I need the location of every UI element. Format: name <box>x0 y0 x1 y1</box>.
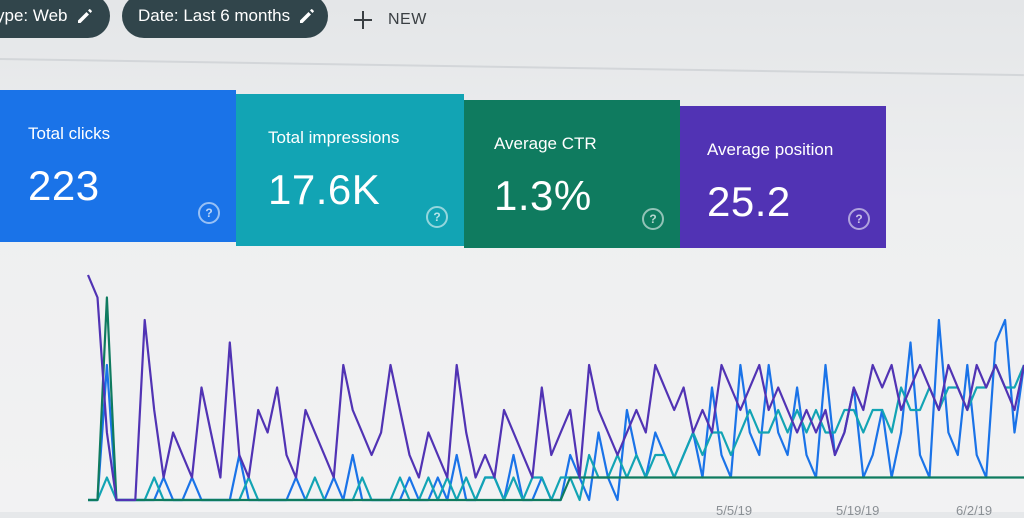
new-filter-button[interactable]: NEW <box>352 4 427 36</box>
help-icon[interactable]: ? <box>642 208 664 230</box>
x-tick-label: 6/2/19 <box>956 503 993 518</box>
help-icon[interactable]: ? <box>848 208 870 230</box>
metric-value: 17.6K <box>268 166 381 213</box>
help-icon[interactable]: ? <box>198 202 220 224</box>
metric-card-total-impressions[interactable]: Total impressions 17.6K ? <box>236 94 464 246</box>
chart-svg <box>86 274 1024 502</box>
search-type-filter-label: ype: Web <box>0 6 68 25</box>
metric-card-average-position[interactable]: Average position 25.2 ? <box>680 106 886 248</box>
date-range-filter-label: Date: Last 6 months <box>138 6 291 25</box>
x-tick-label: 5/19/19 <box>836 503 880 518</box>
plus-icon <box>352 9 374 31</box>
help-icon[interactable]: ? <box>426 206 448 228</box>
metric-value: 1.3% <box>494 172 592 219</box>
metric-cards: Total clicks 223 ? Total impressions 17.… <box>0 90 890 250</box>
metric-label: Total clicks <box>28 124 111 143</box>
new-filter-label: NEW <box>388 11 427 28</box>
metric-card-average-ctr[interactable]: Average CTR 1.3% ? <box>464 100 680 248</box>
series-line-2 <box>88 296 1024 502</box>
metric-card-total-clicks[interactable]: Total clicks 223 ? <box>0 90 236 242</box>
search-type-filter-chip[interactable]: ype: Web <box>0 0 110 38</box>
metric-value: 223 <box>28 162 100 209</box>
metric-label: Average CTR <box>494 134 597 153</box>
metric-value: 25.2 <box>707 178 791 225</box>
metric-label: Total impressions <box>268 128 400 147</box>
pencil-icon[interactable] <box>76 7 94 25</box>
series-line-3 <box>86 274 1024 502</box>
pencil-icon[interactable] <box>298 7 316 25</box>
series-line-1 <box>88 363 1024 502</box>
divider <box>0 58 1024 77</box>
date-range-filter-chip[interactable]: Date: Last 6 months <box>122 0 328 38</box>
metric-label: Average position <box>707 140 834 159</box>
filter-bar: ype: Web Date: Last 6 months NEW <box>0 0 1024 52</box>
performance-chart: 5/5/19 5/19/19 6/2/19 <box>0 255 1024 518</box>
x-tick-label: 5/5/19 <box>716 503 753 518</box>
